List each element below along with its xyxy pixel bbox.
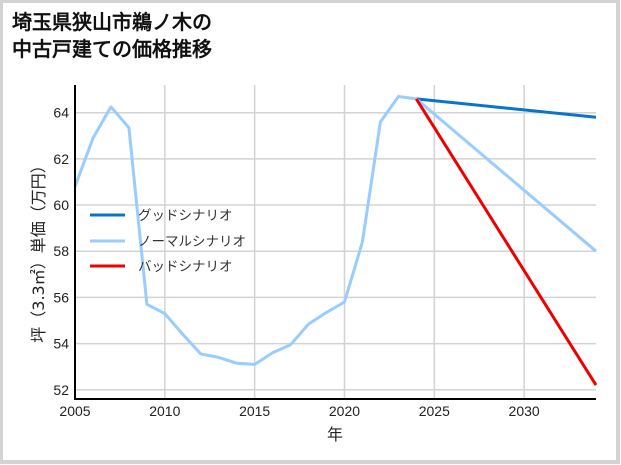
y-tick-label: 62 <box>53 151 69 167</box>
chart-title: 埼玉県狭山市鵜ノ木の 中古戸建ての価格推移 <box>12 9 212 63</box>
y-tick-label: 64 <box>53 105 69 121</box>
axes <box>74 85 596 400</box>
chart-title-line1: 埼玉県狭山市鵜ノ木の <box>12 10 212 34</box>
x-tick-label: 2020 <box>329 403 360 419</box>
x-tick-label: 2025 <box>419 403 450 419</box>
tick-labels: 52 54 56 58 60 62 64 2005 2010 2015 2020 2025 2030 <box>53 105 539 419</box>
y-tick-label: 56 <box>53 289 69 305</box>
x-tick-label: 2005 <box>59 403 90 419</box>
series-line <box>416 97 597 119</box>
series-lines <box>73 95 598 386</box>
x-axis-label: 年 <box>327 425 343 444</box>
y-tick-label: 60 <box>53 197 69 213</box>
chart-title-line2: 中古戸建ての価格推移 <box>12 37 212 61</box>
legend-label: グッドシナリオ <box>138 208 233 224</box>
legend-label: バッドシナリオ <box>138 259 233 275</box>
y-axis-label: 坪（3.3㎡）単価（万円） <box>29 157 48 342</box>
y-tick-label: 52 <box>53 382 69 398</box>
y-tick-label: 58 <box>53 243 69 259</box>
x-tick-label: 2015 <box>239 403 270 419</box>
x-tick-label: 2030 <box>509 403 540 419</box>
y-tick-label: 54 <box>53 336 69 352</box>
series-line <box>73 95 597 366</box>
x-tick-label: 2010 <box>149 403 180 419</box>
legend-label: ノーマルシナリオ <box>138 234 246 250</box>
series-line <box>415 98 598 386</box>
